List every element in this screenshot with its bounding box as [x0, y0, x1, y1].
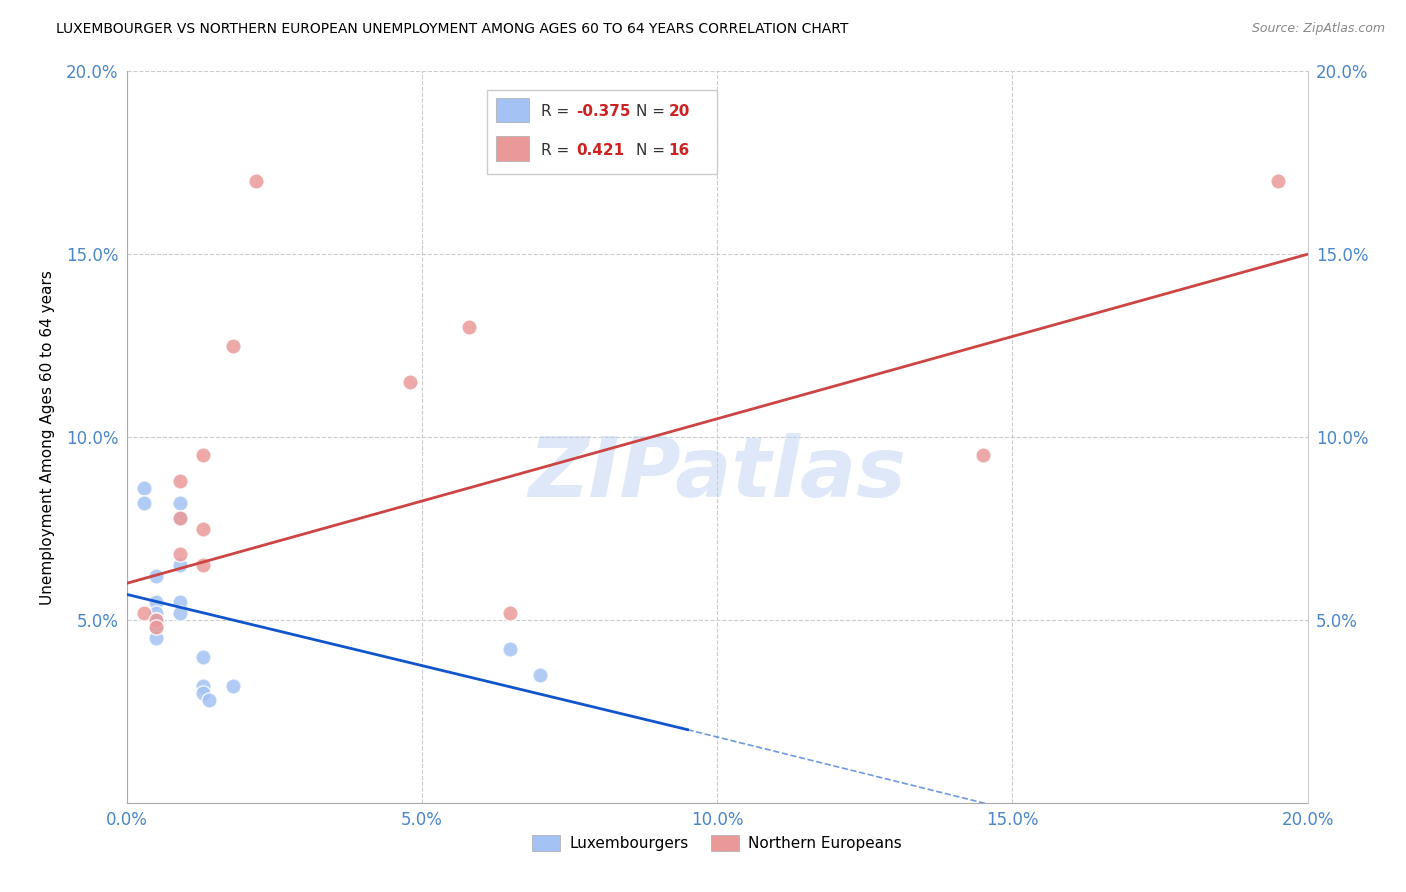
Point: [169, 594, 191, 608]
Point: [134, 496, 156, 510]
Point: [134, 481, 156, 495]
Point: [458, 320, 481, 334]
Point: [1267, 174, 1289, 188]
Point: [145, 613, 167, 627]
Text: R =: R =: [541, 143, 574, 158]
Point: [193, 649, 215, 664]
Point: [169, 496, 191, 510]
Bar: [496, 136, 529, 161]
Text: ZIPatlas: ZIPatlas: [529, 434, 905, 514]
Point: [222, 679, 245, 693]
Text: N =: N =: [636, 143, 669, 158]
Text: LUXEMBOURGER VS NORTHERN EUROPEAN UNEMPLOYMENT AMONG AGES 60 TO 64 YEARS CORRELA: LUXEMBOURGER VS NORTHERN EUROPEAN UNEMPL…: [56, 22, 849, 37]
Point: [972, 448, 994, 462]
Y-axis label: Unemployment Among Ages 60 to 64 years: Unemployment Among Ages 60 to 64 years: [39, 269, 55, 605]
Point: [193, 558, 215, 573]
Point: [499, 606, 522, 620]
Point: [193, 679, 215, 693]
Point: [198, 693, 221, 707]
Legend: Luxembourgers, Northern Europeans: Luxembourgers, Northern Europeans: [526, 830, 908, 857]
Point: [222, 338, 245, 352]
Point: [193, 448, 215, 462]
Bar: [486, 90, 717, 174]
Point: [169, 474, 191, 488]
Point: [499, 642, 522, 657]
Point: [145, 632, 167, 646]
Point: [145, 613, 167, 627]
Point: [145, 594, 167, 608]
Bar: [496, 97, 529, 122]
Point: [193, 686, 215, 700]
Point: [145, 606, 167, 620]
Text: R =: R =: [541, 104, 574, 120]
Point: [145, 620, 167, 634]
Point: [193, 521, 215, 535]
Point: [169, 606, 191, 620]
Point: [169, 510, 191, 524]
Text: 0.421: 0.421: [576, 143, 624, 158]
Text: N =: N =: [636, 104, 669, 120]
Point: [145, 620, 167, 634]
Text: 20: 20: [669, 104, 690, 120]
Point: [134, 606, 156, 620]
Point: [145, 569, 167, 583]
Point: [245, 174, 267, 188]
Point: [169, 510, 191, 524]
Point: [169, 547, 191, 561]
Text: Source: ZipAtlas.com: Source: ZipAtlas.com: [1251, 22, 1385, 36]
Point: [169, 558, 191, 573]
Text: 16: 16: [669, 143, 690, 158]
Point: [529, 667, 551, 681]
Point: [399, 375, 422, 389]
Text: -0.375: -0.375: [576, 104, 631, 120]
